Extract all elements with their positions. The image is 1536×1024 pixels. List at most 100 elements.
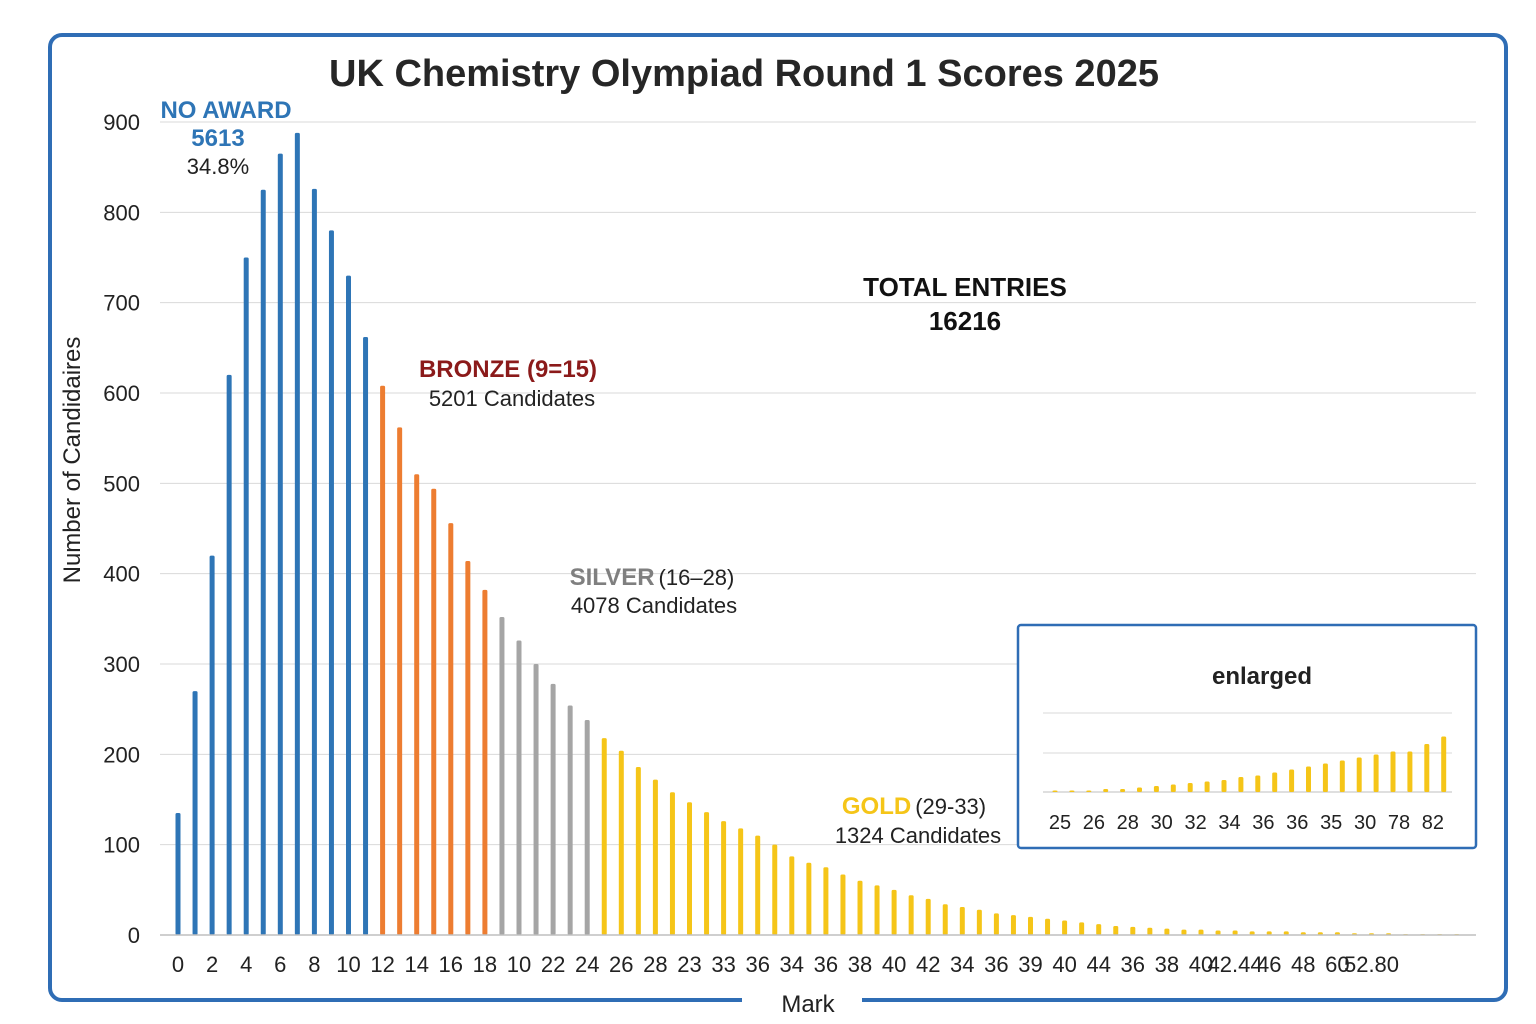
chart-title: UK Chemistry Olympiad Round 1 Scores 202…	[329, 53, 1159, 95]
y-axis-title: Number of Candidaires	[59, 337, 86, 584]
silver-count: 4078 Candidates	[571, 593, 737, 618]
bar	[1096, 924, 1102, 935]
bar	[584, 720, 590, 935]
bar	[431, 488, 437, 935]
silver-heading: SILVER (16–28)	[570, 564, 735, 591]
inset-x-tick-label: 36	[1252, 812, 1274, 834]
bar	[1232, 930, 1238, 935]
y-tick-label: 500	[103, 471, 140, 496]
bar	[226, 374, 232, 935]
bar	[704, 812, 710, 935]
bar	[1010, 915, 1016, 935]
x-tick-label: 44	[1086, 952, 1110, 977]
x-tick-label: 39	[1018, 952, 1042, 977]
inset-bar	[1137, 787, 1142, 792]
inset-bar	[1373, 754, 1379, 792]
inset-bar	[1204, 781, 1210, 792]
axis-title-gap	[742, 990, 862, 1010]
x-axis-title: Mark	[781, 991, 835, 1018]
bar	[908, 895, 914, 935]
bar	[175, 813, 181, 935]
bar	[601, 738, 607, 935]
x-tick-label: 60	[1325, 952, 1349, 977]
y-tick-label: 700	[103, 291, 140, 316]
gold-label: GOLD	[842, 793, 911, 820]
inset-bar	[1289, 769, 1295, 792]
bar	[1113, 925, 1119, 935]
bar	[652, 779, 658, 935]
x-tick-label: 33	[711, 952, 735, 977]
y-tick-label: 400	[103, 562, 140, 587]
inset-bar	[1306, 766, 1311, 792]
inset-bar	[1153, 786, 1159, 792]
y-tick-label: 200	[103, 742, 140, 767]
inset-x-ticks: 25 26 28 30 32 34 36 36 35 30 78 82	[1049, 812, 1444, 834]
bar	[448, 523, 454, 935]
bar	[1164, 928, 1170, 935]
inset-bar	[1356, 757, 1362, 792]
bar	[874, 885, 880, 935]
gold-range: (29-33)	[915, 794, 986, 819]
x-tick-label: 46	[1257, 952, 1281, 977]
inset-bar	[1170, 784, 1176, 792]
bar	[294, 132, 300, 936]
inset-bar	[1322, 763, 1328, 792]
bar	[1028, 916, 1033, 935]
x-tick-label: 34	[780, 952, 804, 977]
bar	[840, 874, 846, 935]
x-tick-label: 18	[473, 952, 497, 977]
gridlines	[160, 121, 1476, 846]
bar	[363, 336, 369, 935]
x-tick-label: 2	[206, 952, 218, 977]
bar	[1079, 922, 1085, 935]
inset-x-tick-label: 34	[1218, 812, 1240, 834]
x-tick-label: 40	[882, 952, 906, 977]
inset-x-tick-label: 32	[1184, 812, 1206, 834]
bar	[993, 913, 999, 935]
bar	[1283, 931, 1289, 935]
bar	[755, 835, 761, 935]
x-tick-label: 34	[950, 952, 974, 977]
x-tick-label: 42.44	[1208, 952, 1263, 977]
inset-bar	[1086, 790, 1092, 792]
x-tick-label: 40	[1052, 952, 1076, 977]
inset-bar	[1424, 744, 1430, 792]
inset-bar	[1390, 751, 1396, 792]
bar	[1062, 920, 1068, 935]
no-award-percent: 34.8%	[187, 154, 249, 179]
y-tick-label: 300	[103, 652, 140, 677]
inset-bar	[1103, 789, 1109, 792]
bronze-label: BRONZE (9=15)	[419, 356, 597, 383]
y-tick-label: 900	[103, 110, 140, 135]
bar	[857, 880, 863, 935]
bar	[738, 828, 744, 935]
y-axis-ticks: 0 100 200 300 400 500 600 700 800 900	[103, 110, 140, 948]
inset-x-tick-label: 78	[1388, 812, 1410, 834]
x-tick-label: 42	[916, 952, 940, 977]
bar	[772, 844, 778, 935]
bar	[1266, 931, 1272, 935]
bars	[175, 132, 1460, 936]
gold-heading: GOLD (29-33)	[842, 793, 986, 820]
x-tick-label: 36	[984, 952, 1008, 977]
y-tick-label: 100	[103, 833, 140, 858]
bar	[1215, 930, 1221, 935]
x-tick-label: 52.80	[1344, 952, 1399, 977]
silver-range: (16–28)	[659, 565, 735, 590]
inset-x-tick-label: 25	[1049, 812, 1071, 834]
y-tick-label: 0	[128, 923, 140, 948]
bar	[942, 904, 948, 935]
bar	[397, 427, 403, 935]
bar	[533, 664, 539, 935]
bar	[567, 705, 573, 935]
x-tick-label: 14	[404, 952, 428, 977]
inset-bars	[1052, 736, 1447, 792]
inset-bar	[1407, 751, 1413, 792]
bar	[482, 589, 488, 935]
bar	[721, 821, 727, 935]
inset-bar	[1339, 760, 1345, 792]
total-entries-value: 16216	[929, 306, 1001, 336]
bar	[550, 683, 556, 935]
bar	[1249, 931, 1255, 935]
